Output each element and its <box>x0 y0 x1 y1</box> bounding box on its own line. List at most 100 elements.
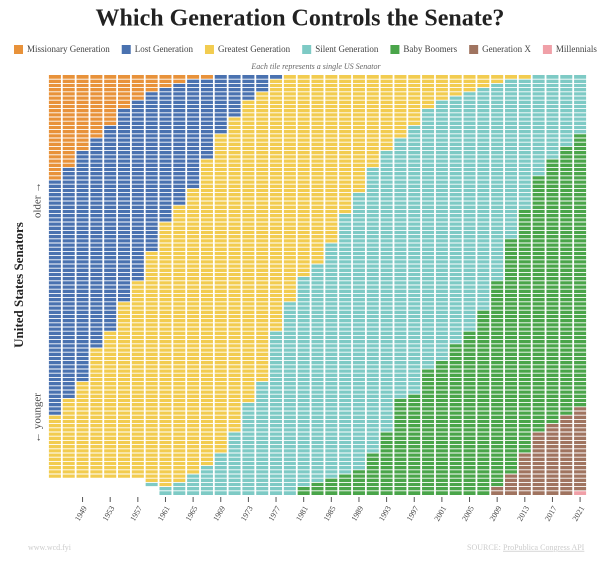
senator-tiles <box>546 159 559 424</box>
senator-tiles <box>131 280 144 479</box>
senator-tiles <box>491 83 504 281</box>
x-tick-label: 2009 <box>488 504 504 522</box>
legend-label: Missionary Generation <box>27 44 110 54</box>
older-label: older → <box>32 182 44 218</box>
senator-tiles <box>200 159 213 466</box>
senator-tiles <box>173 482 186 495</box>
senator-tiles <box>380 150 393 432</box>
senator-tiles <box>477 75 490 88</box>
senator-tiles <box>518 75 531 80</box>
chart-title: Which Generation Controls the Senate? <box>96 6 505 32</box>
x-tick-label: 1973 <box>239 504 255 522</box>
legend-label: Baby Boomers <box>403 44 457 54</box>
x-tick-label: 1965 <box>184 504 200 522</box>
senator-tiles <box>311 482 324 495</box>
x-tick-label: 1969 <box>211 504 227 522</box>
legend-swatch <box>121 45 131 54</box>
senator-tiles <box>449 75 462 96</box>
senator-tiles <box>76 381 89 479</box>
legend: Missionary Generation Lost Generation Grea… <box>14 44 597 54</box>
senator-tiles <box>463 331 476 495</box>
senator-tiles <box>463 91 476 332</box>
senator-tiles <box>504 474 517 495</box>
x-tick-label: 1993 <box>377 504 393 522</box>
senator-tiles <box>159 75 172 88</box>
x-tick-label: 2017 <box>543 504 559 522</box>
legend-label: Lost Generation <box>135 44 194 54</box>
senator-tiles <box>256 381 269 495</box>
chart-subtitle: Each tile represents a single US Senator <box>250 62 381 71</box>
senator-tiles <box>90 75 103 138</box>
senator-tiles <box>256 91 269 382</box>
senator-tiles <box>62 398 75 479</box>
senator-tiles <box>145 482 158 487</box>
senator-tiles <box>90 348 103 479</box>
x-tick-label: 2001 <box>432 504 448 522</box>
x-tick-label: 2021 <box>571 504 587 522</box>
senator-tiles <box>380 432 393 495</box>
senator-tiles <box>546 423 559 495</box>
x-tick-label: 2013 <box>515 504 531 522</box>
senator-tiles <box>159 222 172 487</box>
legend-swatch <box>390 45 400 54</box>
source-prefix: SOURCE: <box>467 543 501 552</box>
senator-tiles <box>187 75 200 80</box>
senator-tiles <box>62 167 75 399</box>
x-tick-label: 1989 <box>349 504 365 522</box>
senator-tiles <box>76 150 89 382</box>
senator-tiles <box>48 75 61 180</box>
senator-tiles <box>311 75 324 264</box>
senator-tiles <box>104 331 117 479</box>
senator-tiles <box>491 280 504 487</box>
legend-swatch <box>469 45 479 54</box>
legend-swatch <box>204 45 214 54</box>
legend-label: Millennials <box>556 44 597 54</box>
x-tick-label: 1985 <box>322 504 338 522</box>
x-tick-label: 1961 <box>156 504 172 522</box>
senator-tiles <box>270 331 283 495</box>
legend-swatch <box>542 45 552 54</box>
senator-tiles <box>200 79 213 159</box>
senator-tiles <box>574 490 587 495</box>
x-tick-label: 1977 <box>267 504 283 522</box>
senator-tiles <box>477 87 490 311</box>
senator-tiles <box>339 474 352 495</box>
plot-area <box>46 75 589 495</box>
legend-label: Silent Generation <box>315 44 379 54</box>
senator-tiles <box>200 75 213 80</box>
senator-tiles <box>228 432 241 495</box>
senator-tiles <box>532 175 545 433</box>
legend-swatch <box>14 45 23 54</box>
x-tick-label: 1997 <box>405 504 421 522</box>
senator-tiles <box>339 75 352 214</box>
site-credit: www.wcd.fyi <box>28 543 72 552</box>
senator-tiles <box>48 415 61 479</box>
senator-tiles <box>200 465 213 495</box>
senator-tiles <box>228 117 241 432</box>
senator-tiles <box>449 96 462 344</box>
senator-tiles <box>394 75 407 138</box>
senator-tiles <box>394 398 407 495</box>
senator-tiles <box>560 415 573 495</box>
senator-tiles <box>504 75 517 80</box>
senator-tiles <box>145 251 158 483</box>
y-axis-label: United States Senators <box>11 222 26 348</box>
senator-tiles <box>560 75 573 147</box>
x-tick-label: 2005 <box>460 504 476 522</box>
legend-label: Generation X <box>482 44 531 54</box>
senator-tiles <box>270 75 283 80</box>
senator-tiles <box>104 125 117 332</box>
x-tick-label: 1981 <box>294 504 310 522</box>
x-tick-label: 1953 <box>101 504 117 522</box>
senator-tiles <box>173 83 186 206</box>
younger-label: ← younger <box>32 393 44 443</box>
senator-tiles <box>518 79 531 210</box>
senator-tiles <box>574 133 587 407</box>
senator-tiles <box>532 432 545 495</box>
source-link[interactable]: ProPublica Congress API <box>503 543 585 552</box>
senator-tiles <box>187 474 200 495</box>
legend-swatch <box>302 45 312 54</box>
legend-label: Greatest Generation <box>218 44 291 54</box>
x-tick-label: 1949 <box>73 504 89 522</box>
